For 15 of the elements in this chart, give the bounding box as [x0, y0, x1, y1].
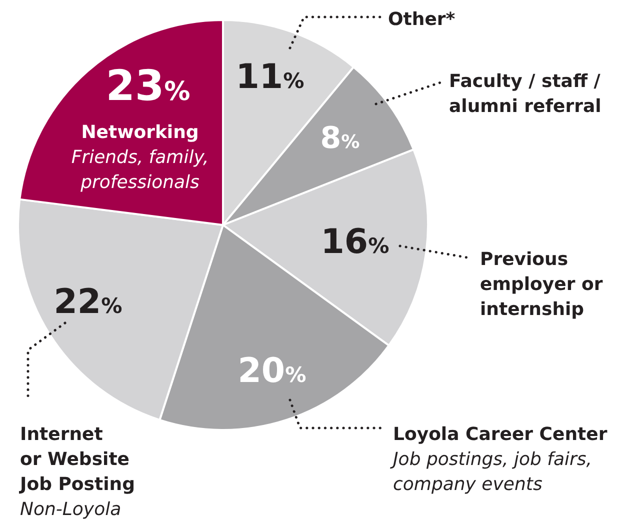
data-label: 23% [106, 61, 190, 110]
data-label: 11% [236, 57, 304, 97]
slice-label: Other* [388, 9, 456, 30]
text: Non-Loyola [20, 499, 122, 520]
slice-label: Loyola Career Center [393, 424, 608, 445]
data-label: 8% [320, 121, 360, 156]
slice-label: Previous employer or internship [480, 249, 603, 320]
data-label: 22% [54, 282, 122, 322]
data-label: 20% [238, 351, 306, 391]
text: Friends, family, professionals [71, 147, 209, 193]
slice-label: Networking [81, 122, 199, 143]
text: Job postings, job fairs, company events [390, 449, 592, 495]
slice-label: Faculty / staff / alumni referral [449, 71, 602, 117]
data-label: 16% [320, 222, 390, 262]
slice-label: Internet or Website Job Posting [18, 424, 135, 495]
